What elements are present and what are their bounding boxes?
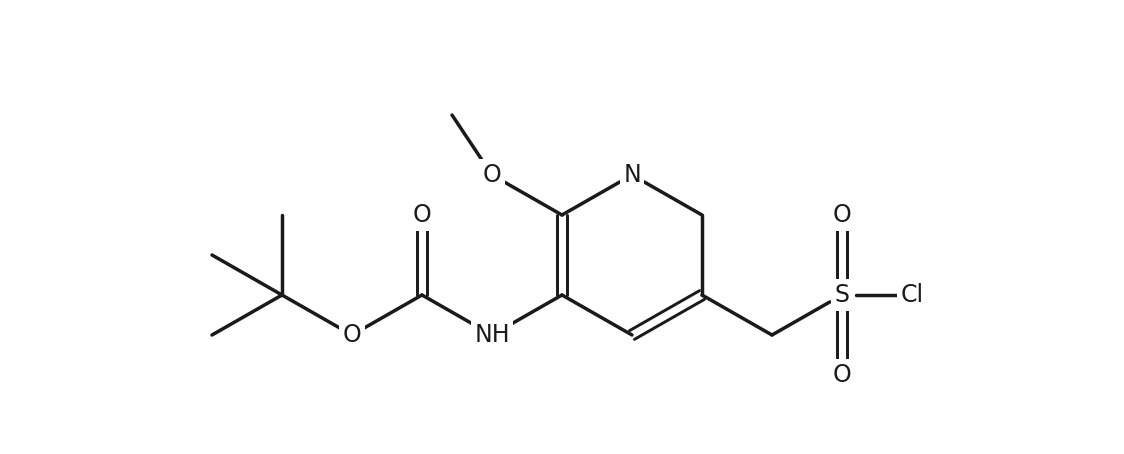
Text: Cl: Cl xyxy=(900,283,924,307)
Text: O: O xyxy=(343,323,362,347)
Text: O: O xyxy=(413,203,432,227)
Text: S: S xyxy=(834,283,850,307)
Text: S: S xyxy=(834,283,850,307)
Text: NH: NH xyxy=(474,323,510,347)
Text: O: O xyxy=(833,363,851,387)
Text: O: O xyxy=(343,323,362,347)
Text: O: O xyxy=(833,363,851,387)
Text: N: N xyxy=(623,163,641,187)
Text: O: O xyxy=(833,203,851,227)
Text: Cl: Cl xyxy=(900,283,924,307)
Text: O: O xyxy=(833,203,851,227)
Text: O: O xyxy=(482,163,501,187)
Text: N: N xyxy=(623,163,641,187)
Text: O: O xyxy=(482,163,501,187)
Text: NH: NH xyxy=(474,323,510,347)
Text: O: O xyxy=(413,203,432,227)
